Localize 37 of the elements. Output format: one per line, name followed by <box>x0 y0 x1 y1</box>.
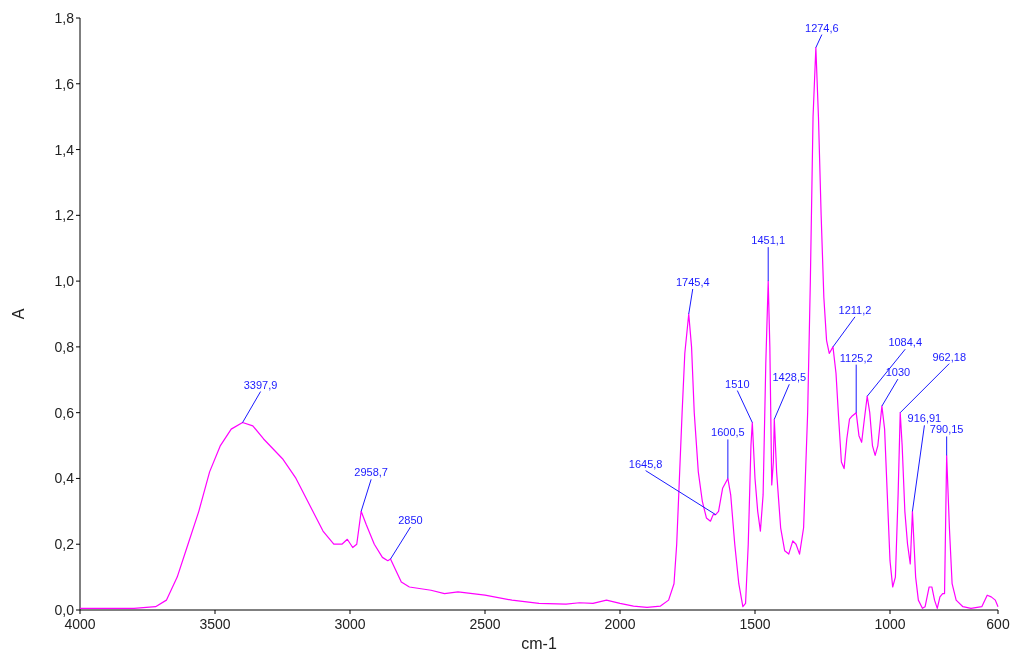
x-tick-label: 4000 <box>64 616 96 632</box>
annotation: 2850 <box>398 514 423 527</box>
annotation: 3397,9 <box>243 378 278 391</box>
annotation: 1451,1 <box>751 234 786 247</box>
annotation: 962,18 <box>932 350 967 363</box>
annotation: 1600,5 <box>711 426 745 439</box>
y-tick-label: 0,6 <box>54 404 75 421</box>
annotation: 2958,7 <box>354 466 388 479</box>
annotation: 1428,5 <box>772 371 807 384</box>
x-tick-label: 600 <box>986 616 1010 632</box>
x-tick-label: 1500 <box>739 616 771 632</box>
x-tick-label: 1000 <box>874 616 906 632</box>
annotation: 1274,6 <box>805 21 839 34</box>
annotation: 1030 <box>885 366 911 379</box>
y-tick-label: 1,2 <box>54 207 75 224</box>
annotation: 1510 <box>725 377 750 390</box>
y-tick-label: 1,0 <box>54 273 75 290</box>
annotation: 916,91 <box>907 412 942 425</box>
y-tick-label: 1,6 <box>54 75 75 92</box>
annotation: 1211,2 <box>838 303 872 316</box>
annotation: 1125,2 <box>839 351 873 364</box>
x-axis-title: cm-1 <box>521 635 557 652</box>
x-tick-label: 2000 <box>604 616 636 632</box>
y-tick-label: 0,4 <box>54 470 75 487</box>
annotation: 790,15 <box>929 423 964 436</box>
x-tick-label: 2500 <box>469 616 501 632</box>
x-tick-label: 3500 <box>199 616 231 632</box>
annotation: 1645,8 <box>628 457 663 470</box>
annotation: 1084,4 <box>888 336 923 349</box>
y-tick-label: 0,2 <box>54 536 75 553</box>
y-tick-label: 0,8 <box>54 338 75 355</box>
annotation: 1745,4 <box>675 276 710 288</box>
x-tick-label: 3000 <box>334 616 366 632</box>
y-tick-label: 1,4 <box>54 141 75 158</box>
y-axis-title: A <box>10 308 27 320</box>
y-tick-label: 0,0 <box>54 602 75 618</box>
y-tick-label: 1,8 <box>54 10 75 26</box>
